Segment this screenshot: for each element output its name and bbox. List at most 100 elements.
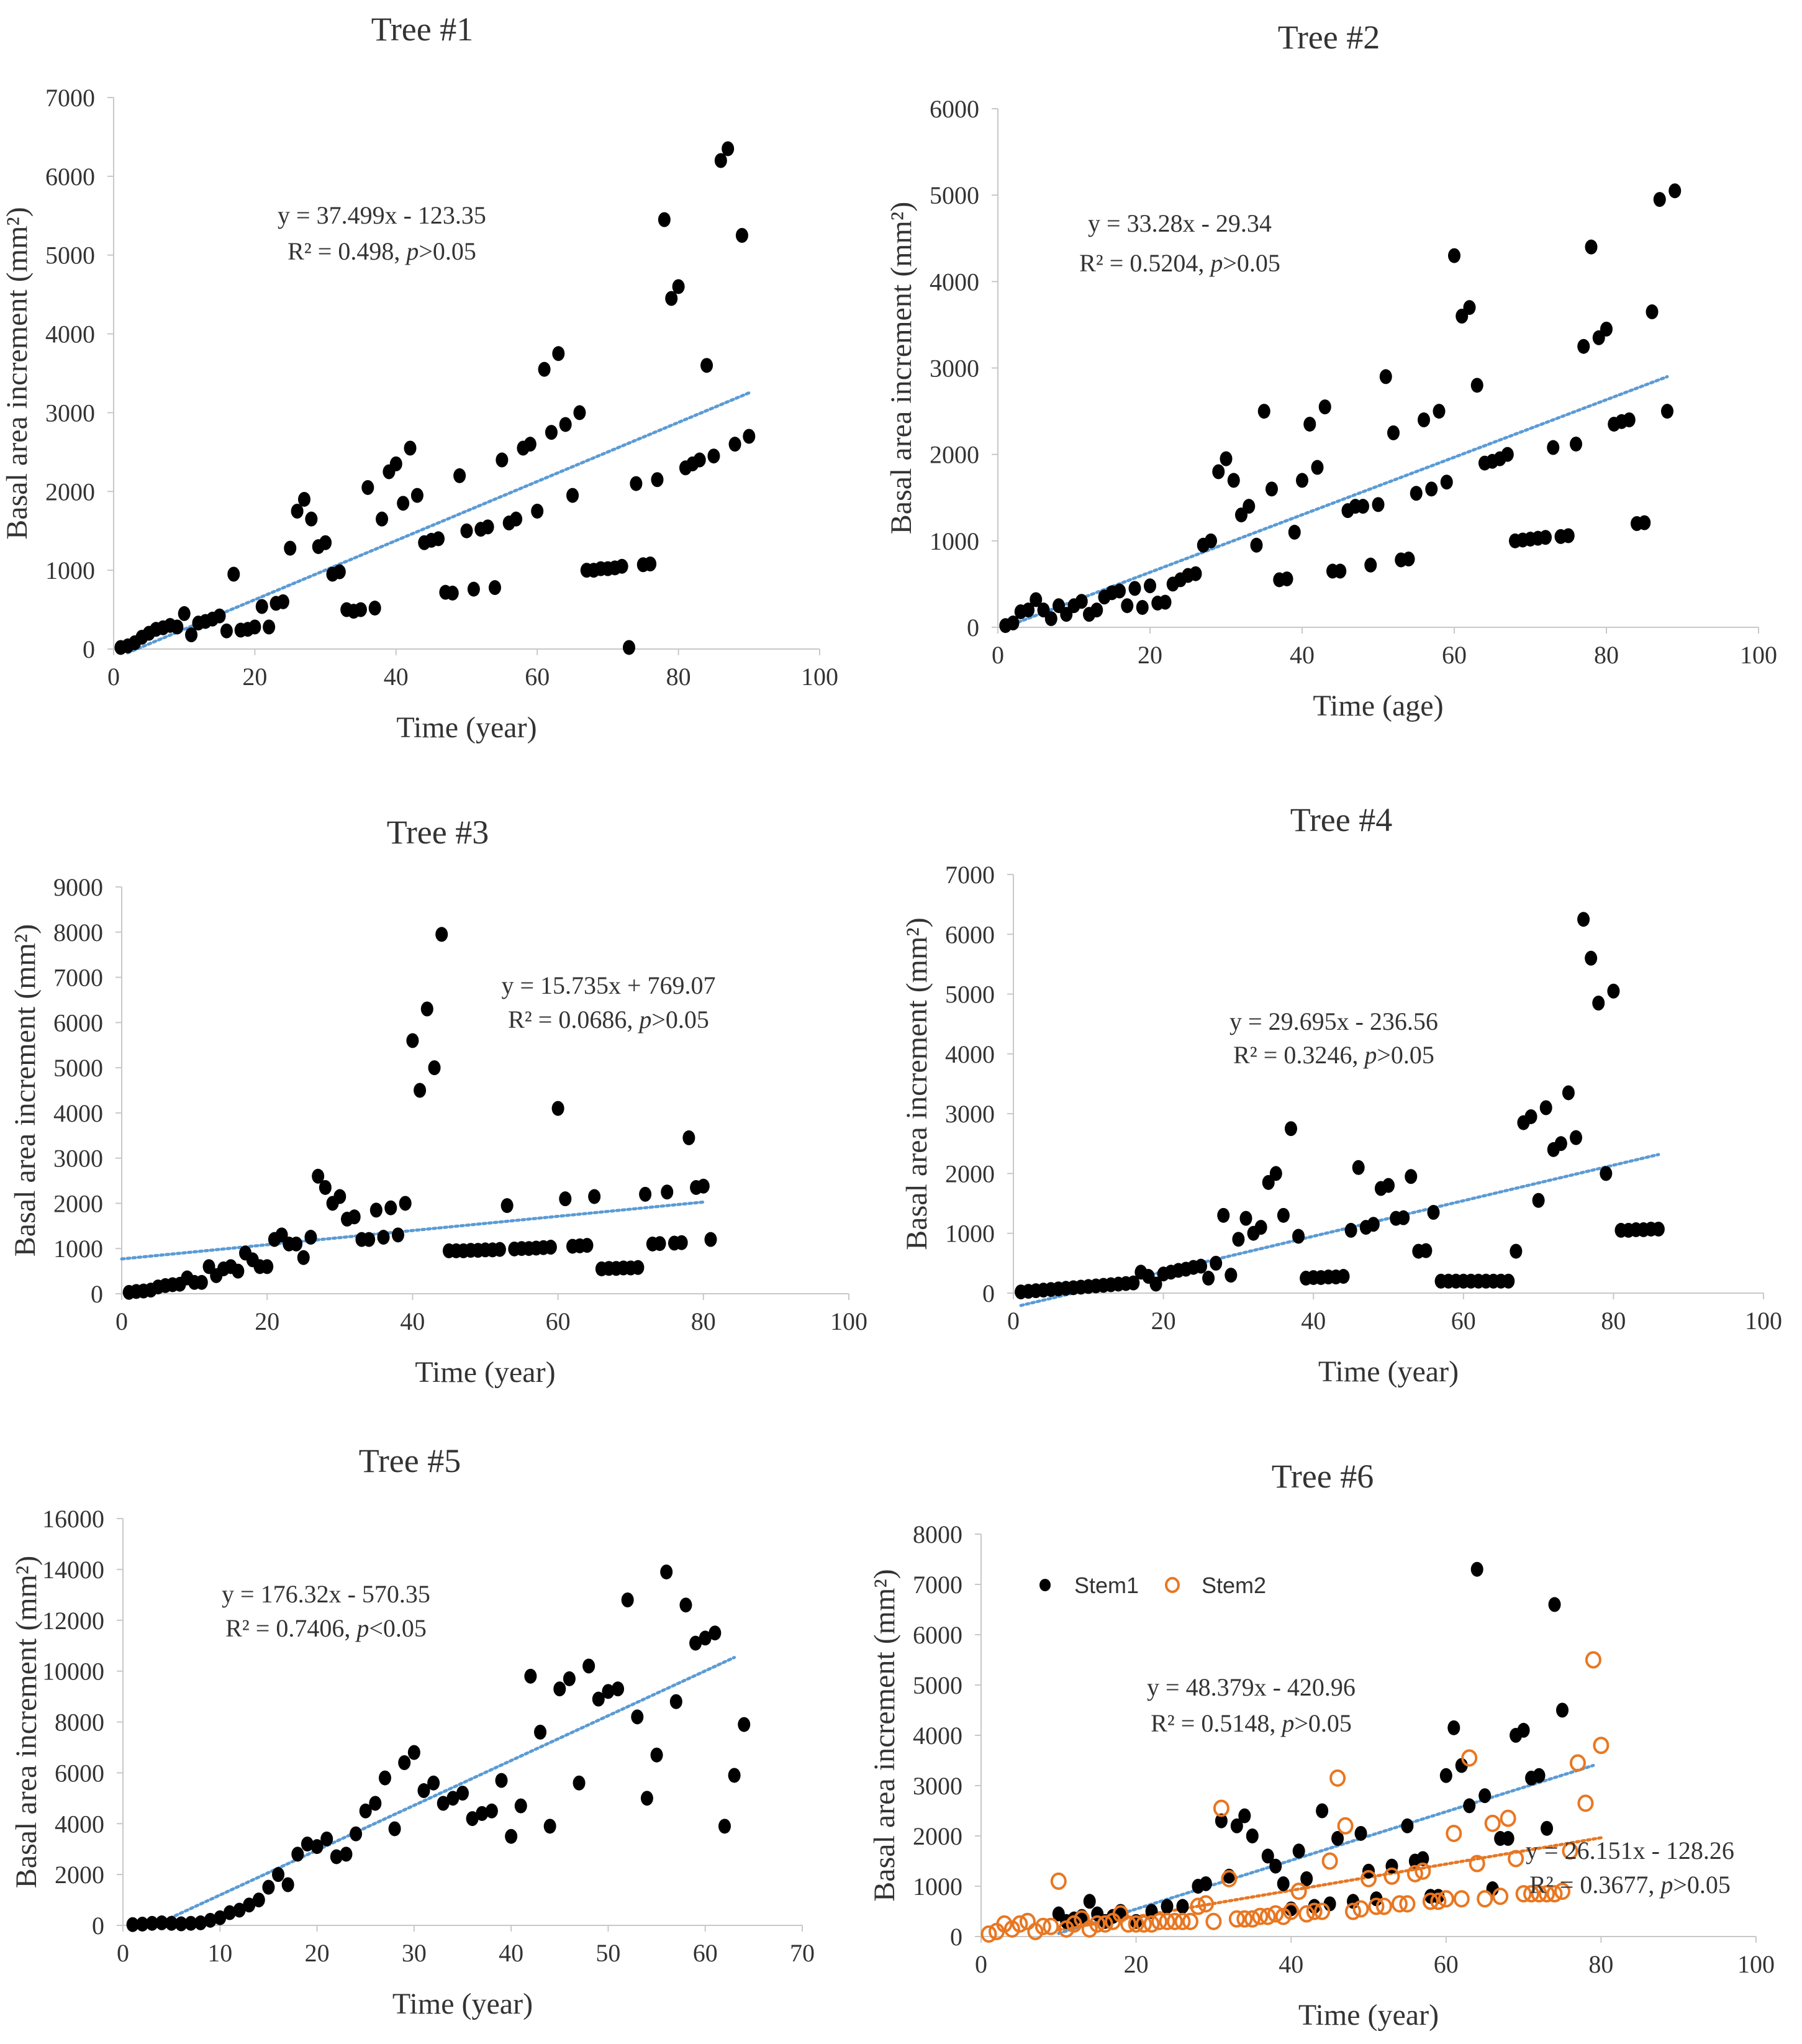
tree-6-y-tick-label: 3000 [913,1772,962,1800]
tree-6-stem2-point [1074,1910,1090,1928]
tree-1-x-tick-label: 60 [525,663,550,691]
tree-6-equation: y = 48.379x - 420.96 [1147,1673,1356,1701]
tree-1-point [743,429,756,444]
tree-6-stem2-point [1236,1910,1253,1928]
tree-2-point [1661,404,1673,419]
tree-6-stem1-point [1161,1899,1174,1914]
tree-6-stem2-point [1361,1869,1377,1887]
tree-1-point [700,358,713,373]
tree-5-x-tick-label: 50 [595,1939,620,1967]
tree-6-stem2-point [1438,1890,1454,1908]
tree-5-point [388,1821,401,1837]
tree-5-point [165,1915,178,1931]
tree-1-equation: y = 37.499x - 123.35 [278,201,486,229]
tree-2-point [1448,248,1460,263]
tree-1-point [354,602,367,617]
tree-2-point [1007,615,1020,631]
tree-3-point [675,1235,688,1250]
tree-5-point [243,1897,256,1913]
tree-3-point [420,1001,433,1017]
tree-3-point [312,1168,325,1184]
tree-6-stem2-point [1577,1794,1594,1812]
tree-4-point [1397,1210,1410,1225]
tree-4-point [1337,1269,1350,1284]
tree-6-stem2-point [1213,1799,1229,1817]
tree-4-point [1225,1268,1238,1283]
tree-2-point [1136,599,1149,615]
tree-1-point [538,361,551,377]
tree-4-x-tick-label: 100 [1745,1307,1782,1335]
tree-2-y-tick-label: 1000 [930,527,979,555]
tree-2-title: Tree #2 [1278,19,1380,56]
tree-2-point [1280,571,1293,587]
tree-6-x-tick-label: 80 [1588,1950,1613,1978]
tree-6-stem2-point [1422,1892,1439,1910]
tree-3-point [653,1236,666,1251]
tree-2-point [1623,412,1636,427]
tree-3-point [377,1230,390,1245]
tree-5-point [553,1681,566,1697]
tree-2-point [1022,602,1035,618]
tree-1-point [658,212,671,227]
tree-4-point [1539,1100,1552,1115]
tree-5-point [427,1775,440,1791]
tree-6-stem2-point [1523,1885,1540,1903]
tree-6-stem2-point [1399,1895,1416,1913]
tree-2-point [1030,592,1043,607]
tree-6-stem2-point [1159,1912,1175,1930]
tree-4-x-tick-label: 20 [1151,1307,1176,1335]
tree-2-y-tick-label: 4000 [930,268,979,296]
tree-2-point [1334,563,1347,579]
tree-5-point [272,1867,285,1883]
tree-5-point [369,1796,382,1811]
tree-1-point [297,491,310,507]
tree-1-x-axis-label: Time (year) [396,711,537,744]
tree-5-point [592,1691,605,1707]
tree-6-stem2-point [1298,1905,1315,1923]
tree-5-point [466,1811,479,1827]
tree-6-stem1-point [1230,1818,1243,1833]
tree-2-point [1440,475,1453,490]
tree-6-stem2-point [1283,1902,1300,1920]
tree-6-stem2-point [1143,1915,1160,1933]
tree-1-y-tick-label: 4000 [45,320,95,348]
tree-5-point [174,1916,188,1932]
tree-2-point [1205,533,1217,548]
tree-6-y-tick-label: 4000 [913,1722,962,1750]
tree-2-point [1668,183,1682,199]
tree-4-point [1232,1232,1245,1247]
tree-2-point [1189,566,1202,581]
tree-3-point [639,1186,652,1202]
legend-marker-stem1 [1039,1579,1051,1591]
tree-6-stem2-point [1290,1883,1307,1901]
tree-5-point [495,1773,508,1788]
tree-5-point [456,1786,469,1801]
tree-6-stem2-point [1151,1912,1168,1930]
tree-3-point [500,1198,514,1214]
tree-5-point [679,1597,692,1613]
tree-5-x-tick-label: 0 [117,1939,129,1967]
tree-3-x-tick-label: 100 [830,1307,867,1335]
tree-4-y-tick-label: 6000 [945,920,995,948]
tree-6-stem2-point [1221,1869,1238,1887]
tree-2-point [1501,447,1514,462]
tree-1-point [305,511,318,527]
tree-6-y-tick-label: 0 [950,1923,962,1951]
tree-4-y-tick-label: 1000 [945,1220,995,1248]
tree-6-y-tick-label: 8000 [913,1520,962,1548]
tree-6-stem1-point [1215,1813,1228,1828]
tree-4-y-axis-label: Basal area increment (mm²) [900,917,933,1250]
tree-2-r2-text: R² = 0.5204, p>0.05 [1079,249,1280,277]
tree-1-point [446,585,459,601]
tree-2-x-tick-label: 20 [1138,641,1162,669]
tree-2-point [1144,578,1156,594]
tree-3-point [348,1209,361,1225]
tree-2-point [1547,440,1560,455]
tree-2-x-tick-label: 40 [1290,641,1315,669]
tree-2-x-tick-label: 60 [1442,641,1467,669]
tree-3-x-tick-label: 20 [255,1307,279,1335]
tree-1-y-tick-label: 5000 [45,242,95,270]
tree-4-point [1532,1192,1545,1208]
tree-5-point [446,1791,460,1806]
tree-6-stem1-point [1246,1828,1259,1843]
